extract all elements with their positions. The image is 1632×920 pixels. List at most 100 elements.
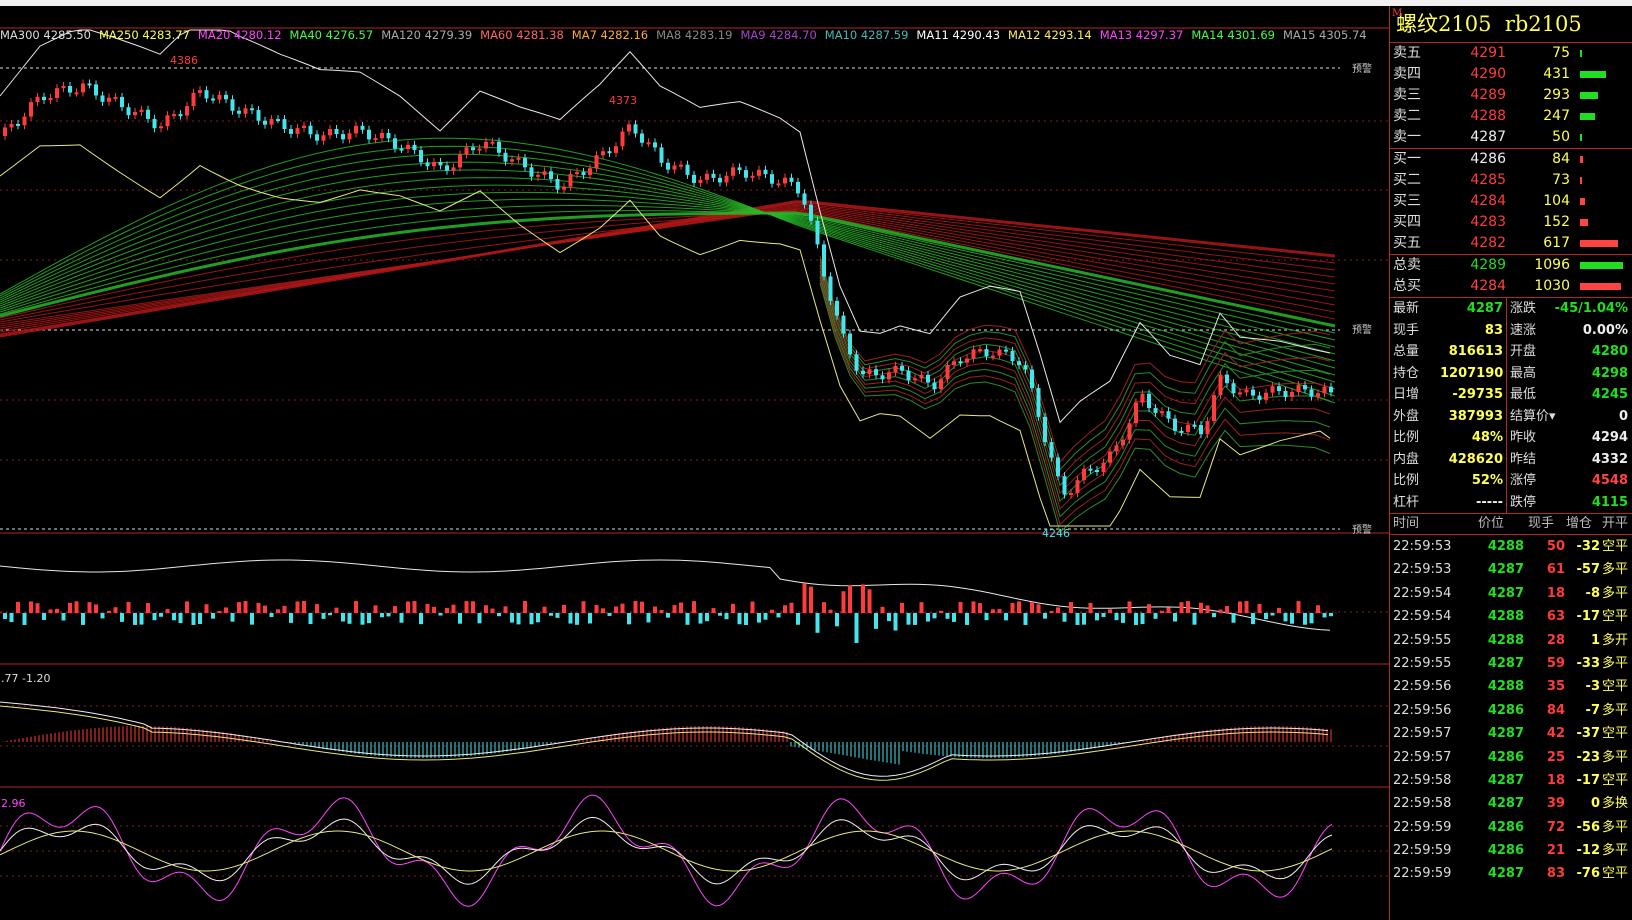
level-volume: 617 [1543,235,1570,251]
stat-l1: 总量 [1393,344,1420,359]
tick-oi: -23 [1576,749,1601,765]
stat-l1: 最新 [1393,301,1420,316]
stat-row: 日增 -29735 最低 4245 [1390,384,1632,406]
stat-row: 现手 83 速涨 0.00% [1390,320,1632,342]
tick-oi: 0 [1590,796,1600,812]
tick-vol: 83 [1546,866,1565,882]
tick-vol: 50 [1546,539,1565,554]
ask-levels: 卖五 4291 75 卖四 4290 431 卖三 4289 293 卖二 4288 247 卖一 428… [1390,43,1632,148]
instrument-title[interactable]: M 螺纹2105 rb2105 [1390,6,1632,43]
tick-type: 空平 [1602,679,1629,695]
stat-row: 外盘 387993 结算价▾ 0 [1390,406,1632,428]
level-price: 4288 [1470,108,1506,124]
tick-price: 4286 [1487,702,1524,718]
stat-v1: 387993 [1448,408,1503,424]
stat-v2: 4280 [1591,344,1628,359]
stat-v1: 428620 [1448,451,1503,467]
stat-v1: -29735 [1452,387,1503,402]
orderbook-row: 总买 4284 1030 [1390,276,1632,297]
tick-oi: -17 [1576,772,1601,788]
ma-legend-item: MA7 4282.16 [571,28,649,42]
level-volume: 247 [1543,108,1570,124]
level-volume-bar [1580,219,1588,226]
orderbook-row: 卖四 4290 431 [1390,64,1632,85]
tick-time: 22:59:53 [1393,539,1452,554]
tick-oi: -17 [1576,609,1601,625]
level-volume: 104 [1543,193,1570,209]
stat-row: 总量 816613 开盘 4280 [1390,341,1632,363]
ma-legend-item: MA120 4279.39 [381,28,473,42]
stat-row: 比例 52% 涨停 4548 [1390,470,1632,492]
tick-time: 22:59:59 [1393,866,1452,882]
tick-price: 4286 [1487,819,1524,835]
tick-time: 22:59:58 [1393,796,1452,812]
level-price: 4290 [1470,66,1506,82]
tick-price: 4288 [1487,679,1524,695]
stat-v2: -45/1.04% [1554,301,1628,316]
stat-l2: 最低 [1510,387,1537,402]
tick-oi: -12 [1576,843,1601,859]
tick-row: 22:59:54 4287 18 -8 多平 [1390,582,1632,605]
stat-v2: 0 [1618,408,1628,424]
stat-l1: 杠杆 [1393,494,1420,510]
ma-legend-item: MA12 4293.14 [1008,28,1092,42]
level-volume-bar [1580,134,1582,141]
level-label: 总卖 [1393,257,1421,273]
tick-list[interactable]: 22:59:53 4288 50 -32 空平 22:59:53 4287 61 -57 多平 22… [1390,535,1632,886]
stat-row: 杠杆 ----- 跌停 4115 [1390,492,1632,514]
tick-vol: 18 [1546,585,1565,601]
level-volume: 152 [1543,214,1570,230]
ticks-header-type: 开平 [1602,516,1629,531]
stat-l2[interactable]: 结算价▾ [1510,408,1556,424]
market-marker: M [1392,8,1403,19]
level-volume-bar [1580,262,1623,269]
candlestick-chart-area[interactable]: 4386 4373 4246 预警 预警 预警 .77 -1.20 2.96 [0,6,1389,920]
ticks-header-time: 时间 [1393,516,1420,531]
tick-vol: 18 [1546,772,1565,788]
tick-row: 22:59:54 4288 63 -17 空平 [1390,605,1632,628]
ma-legend-item: MA9 4284.70 [740,28,817,42]
tick-oi: 1 [1590,632,1600,648]
level-volume-bar [1580,156,1583,163]
stat-l1: 日增 [1393,387,1420,402]
tick-price: 4286 [1487,843,1524,859]
tick-vol: 84 [1546,702,1565,718]
tick-time: 22:59:54 [1393,585,1452,601]
order-totals: 总卖 4289 1096 总买 4284 1030 [1390,255,1632,297]
stat-l2: 跌停 [1510,494,1537,510]
tick-row: 22:59:59 4286 21 -12 多平 [1390,839,1632,862]
volume-bars [0,559,1340,643]
tick-oi: -3 [1585,679,1600,695]
tick-oi: -37 [1576,726,1601,742]
tick-row: 22:59:57 4287 42 -37 空平 [1390,722,1632,745]
level-price: 4289 [1470,257,1506,273]
level-volume-bar [1580,177,1582,184]
ma-legend-item: MA40 4276.57 [289,28,374,42]
tick-price: 4287 [1487,726,1524,742]
quote-panel: M 螺纹2105 rb2105 卖五 4291 75 卖四 4290 431 卖三 4289 2… [1389,6,1632,920]
tick-vol: 28 [1546,632,1565,648]
orderbook-row: 买三 4284 104 [1390,191,1632,212]
level-volume-bar [1580,50,1582,57]
tick-vol: 21 [1546,843,1565,859]
orderbook-row: 买四 4283 152 [1390,212,1632,233]
ticks-header-oi: 增仓 [1566,516,1593,531]
stat-v2: 4294 [1591,430,1628,445]
tick-price: 4287 [1487,655,1524,671]
instrument-name: 螺纹2105 [1396,12,1492,36]
level-price: 4287 [1470,129,1506,145]
ma-legend-item: MA13 4297.37 [1099,28,1184,42]
level-price: 4284 [1470,193,1506,209]
stat-l2: 开盘 [1510,344,1537,359]
tick-type: 空平 [1602,772,1629,788]
tick-time: 22:59:55 [1393,632,1452,648]
stat-v2: 4298 [1591,365,1628,381]
tick-type: 多开 [1602,632,1629,648]
stat-v1: 4287 [1466,301,1503,316]
level-price: 4285 [1470,172,1506,188]
tick-oi: -76 [1576,866,1601,882]
stat-v2: 4332 [1591,451,1628,467]
orderbook-row: 卖一 4287 50 [1390,127,1632,148]
stat-row: 比例 48% 昨收 4294 [1390,427,1632,449]
tick-type: 多平 [1602,749,1629,765]
